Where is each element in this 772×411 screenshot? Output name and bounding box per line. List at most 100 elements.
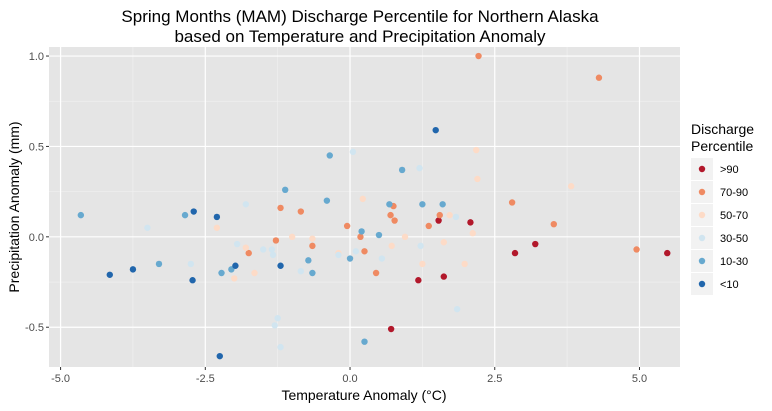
data-point <box>386 201 393 208</box>
data-point <box>144 224 151 231</box>
legend: Discharge Percentile >90 70-90 50-70 30-50 1… <box>691 121 754 295</box>
data-point <box>453 305 461 313</box>
data-point <box>452 213 460 221</box>
chart-title-line-2: based on Temperature and Precipitation A… <box>174 27 546 46</box>
data-point <box>343 222 351 230</box>
data-point <box>467 219 474 226</box>
plot-panel <box>49 47 680 367</box>
legend-title-line-1: Discharge <box>691 121 754 137</box>
data-point <box>439 201 446 208</box>
data-point <box>436 211 443 219</box>
data-point <box>419 201 426 208</box>
data-point <box>187 260 195 268</box>
legend-label: >90 <box>720 164 739 176</box>
data-point <box>440 273 448 280</box>
y-axis: -0.5 0.0 0.5 1.0 <box>25 51 49 334</box>
data-point <box>309 269 316 277</box>
data-point <box>281 186 289 194</box>
minor-gridlines <box>49 47 680 367</box>
data-point <box>387 325 395 333</box>
legend-label: <10 <box>720 279 739 291</box>
data-point <box>415 277 422 284</box>
data-point <box>469 230 476 237</box>
data-point <box>232 262 239 269</box>
data-point <box>271 322 278 329</box>
legend-swatch <box>698 257 706 265</box>
data-point <box>277 262 284 269</box>
x-tick-label: 5.0 <box>632 373 647 385</box>
data-point <box>323 197 331 204</box>
data-point <box>274 314 281 322</box>
data-point <box>361 338 368 345</box>
data-point <box>387 211 394 219</box>
legend-swatch <box>698 234 706 242</box>
data-point <box>417 242 424 250</box>
data-point <box>432 126 439 134</box>
data-point <box>231 275 238 282</box>
data-point <box>305 257 312 264</box>
legend-items: >90 70-90 50-70 30-50 10-30 <10 <box>691 158 748 295</box>
data-point <box>242 244 250 251</box>
data-point <box>446 211 453 219</box>
data-point <box>461 260 468 268</box>
data-point <box>272 237 280 244</box>
data-points <box>77 52 671 360</box>
data-point <box>361 248 368 255</box>
data-point <box>190 208 197 215</box>
data-point <box>233 240 241 248</box>
data-point <box>378 255 386 262</box>
data-point <box>567 183 575 190</box>
data-point <box>242 201 250 208</box>
data-point <box>297 267 305 275</box>
data-point <box>425 222 432 230</box>
x-axis-title: Temperature Anomaly (°C) <box>281 387 446 403</box>
data-point <box>106 271 113 278</box>
legend-label: 50-70 <box>720 210 748 222</box>
data-point <box>346 255 354 262</box>
x-tick-label: 0.0 <box>342 373 357 385</box>
data-point <box>349 148 357 156</box>
legend-label: 30-50 <box>720 233 748 245</box>
legend-swatch <box>698 165 706 173</box>
data-point <box>189 277 196 284</box>
x-tick-label: 2.5 <box>487 373 502 385</box>
data-point <box>335 251 342 259</box>
data-point <box>259 246 267 253</box>
data-point <box>277 343 284 351</box>
data-point <box>268 246 276 253</box>
y-tick-label: 1.0 <box>29 51 44 63</box>
data-point <box>435 217 442 224</box>
data-point <box>416 164 423 172</box>
y-tick-label: 0.0 <box>29 232 44 244</box>
data-point <box>419 260 426 268</box>
data-point <box>297 208 305 215</box>
data-point <box>129 266 137 273</box>
legend-label: 10-30 <box>720 256 748 268</box>
legend-swatch <box>698 211 706 219</box>
data-point <box>550 220 557 228</box>
data-point <box>633 246 640 253</box>
data-point <box>508 199 516 206</box>
data-point <box>375 231 383 239</box>
legend-label: 70-90 <box>720 187 748 199</box>
data-point <box>213 224 221 231</box>
y-axis-title: Precipitation Anomaly (mm) <box>6 121 22 292</box>
legend-title-line-2: Percentile <box>691 138 753 154</box>
data-point <box>245 249 252 257</box>
legend-swatch <box>698 280 706 288</box>
data-point <box>181 211 189 219</box>
data-point <box>473 146 480 154</box>
data-point <box>388 242 395 250</box>
data-point <box>309 235 316 242</box>
data-point <box>401 233 409 241</box>
major-gridlines <box>49 47 680 367</box>
data-point <box>326 152 333 159</box>
data-point <box>359 195 366 203</box>
data-point <box>391 217 398 224</box>
data-point <box>664 249 671 257</box>
data-point <box>440 239 448 246</box>
data-point <box>474 175 481 183</box>
data-point <box>213 213 221 221</box>
data-point <box>218 269 225 277</box>
